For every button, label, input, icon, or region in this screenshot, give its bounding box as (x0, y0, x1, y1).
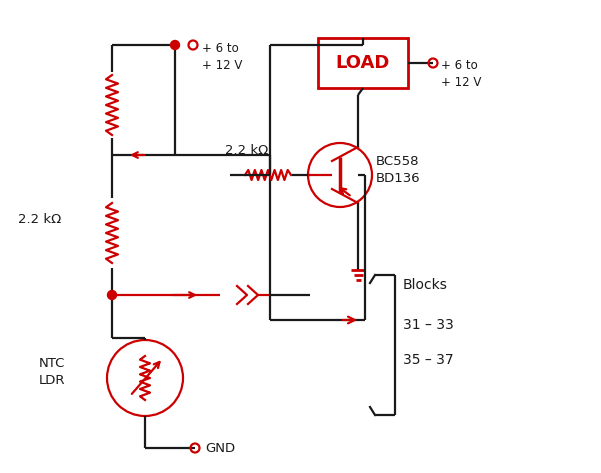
Text: 2.2 kΩ: 2.2 kΩ (225, 144, 268, 157)
Text: BC558
BD136: BC558 BD136 (376, 155, 421, 185)
Text: Blocks: Blocks (403, 278, 448, 292)
Text: + 6 to
+ 12 V: + 6 to + 12 V (202, 42, 242, 72)
Text: + 6 to
+ 12 V: + 6 to + 12 V (441, 59, 481, 89)
Text: 35 – 37: 35 – 37 (403, 353, 454, 367)
Circle shape (171, 41, 180, 50)
Text: NTC
LDR: NTC LDR (38, 357, 65, 387)
Text: 2.2 kΩ: 2.2 kΩ (18, 213, 61, 227)
Circle shape (108, 290, 117, 299)
Text: GND: GND (205, 441, 235, 455)
Text: LOAD: LOAD (336, 54, 390, 72)
Text: 31 – 33: 31 – 33 (403, 318, 454, 332)
Bar (318, 38, 408, 88)
